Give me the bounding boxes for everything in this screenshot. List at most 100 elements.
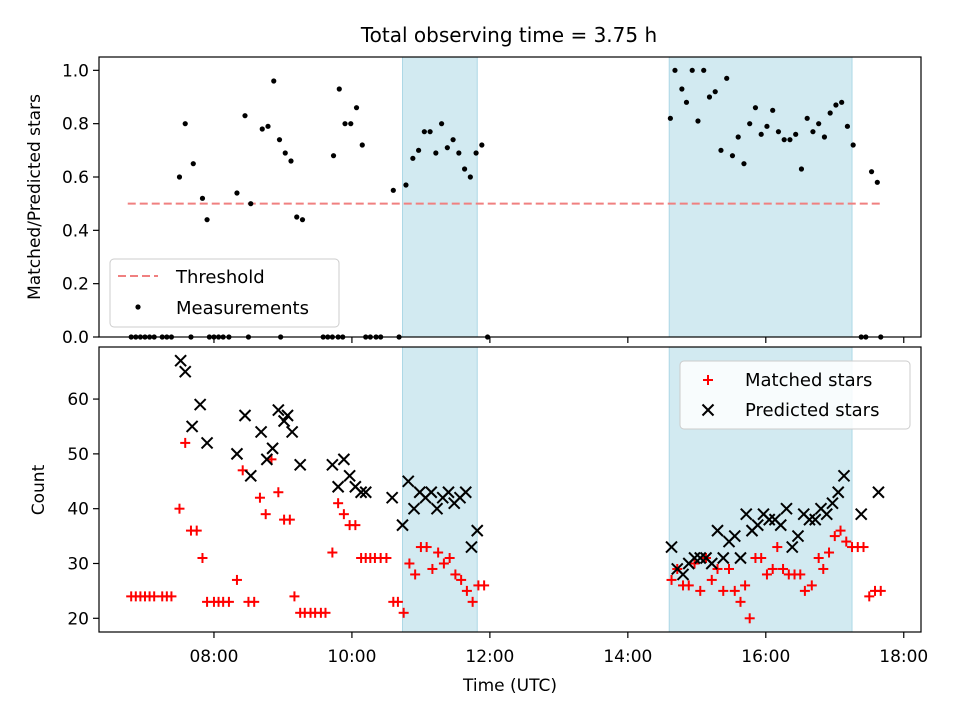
matched-star-point: [835, 525, 846, 536]
measurement-point: [770, 107, 776, 113]
matched-star-point: [813, 553, 824, 564]
predicted-star-point: [791, 529, 805, 543]
measurement-point: [248, 201, 254, 207]
measurement-point: [330, 153, 337, 159]
predicted-star-point: [277, 414, 291, 428]
top-ytick-label: 0.0: [62, 328, 89, 348]
measurement-point: [456, 150, 462, 156]
legend-measurement-swatch: [135, 304, 141, 310]
predicted-star-point: [837, 469, 851, 483]
predicted-star-point: [359, 486, 372, 499]
measurement-point: [416, 147, 422, 153]
matched-star-point: [427, 563, 438, 574]
measurement-point: [706, 94, 713, 100]
matched-star-point: [197, 553, 208, 564]
bottom-xtick-label: 12:00: [465, 647, 514, 667]
ratio-panel: 0.0 0.2 0.4 0.6 0.8 1.0 Matched/Predicted sta…: [25, 56, 922, 348]
matched-star-point: [718, 585, 729, 596]
matched-star-point: [706, 574, 717, 585]
measurement-point: [718, 147, 724, 153]
matched-points: [126, 437, 886, 624]
bottom-xtick-label: 16:00: [741, 647, 790, 667]
matched-star-point: [381, 553, 392, 564]
predicted-star-point: [430, 502, 444, 515]
measurement-point: [735, 134, 741, 140]
measurement-point: [667, 115, 673, 121]
predicted-star-point: [272, 403, 285, 417]
predicted-star-point: [254, 425, 268, 439]
measurement-point: [299, 217, 306, 223]
legend-matched-marker: [703, 375, 713, 385]
measurement-point: [467, 174, 473, 180]
predicted-star-point: [471, 524, 484, 537]
predicted-star-point: [326, 458, 339, 472]
measurement-point: [747, 121, 753, 127]
top-x-ticks: [213, 337, 905, 343]
matched-star-point: [756, 553, 767, 564]
predicted-star-point: [826, 496, 839, 510]
measurement-point: [259, 126, 265, 132]
predicted-star-point: [763, 513, 776, 526]
predicted-star-point: [459, 486, 472, 499]
measurement-point: [276, 137, 283, 143]
matched-star-point: [180, 437, 191, 448]
predicted-star-point: [238, 409, 252, 422]
matched-star-point: [320, 607, 331, 618]
measurement-point: [781, 137, 787, 143]
bottom-y-axis-label: Count: [29, 464, 49, 515]
predicted-star-point: [281, 409, 294, 422]
measurement-point: [689, 67, 695, 73]
observing-window-1: [402, 346, 478, 633]
predicted-star-point: [385, 491, 399, 504]
top-ytick-label: 0.8: [62, 115, 89, 135]
matched-star-point: [404, 558, 415, 569]
matched-star-point: [799, 585, 810, 596]
legend-matched-swatch: [703, 375, 713, 385]
observing-windows: [402, 56, 853, 338]
measurement-point: [410, 155, 416, 161]
measurement-point: [758, 131, 764, 137]
matched-star-point: [666, 574, 677, 585]
measurement-point: [342, 121, 348, 127]
predicted-star-point: [728, 529, 741, 543]
matched-star-point: [461, 585, 472, 596]
bottom-x-axis: 08:00 10:00 12:00 14:00 16:00 18:00: [189, 632, 928, 667]
matched-star-point: [735, 596, 746, 607]
measurement-point: [234, 190, 240, 196]
predicted-star-point: [293, 458, 307, 472]
measurement-point: [787, 137, 793, 143]
predicted-star-point: [855, 507, 868, 521]
measurement-point: [752, 105, 759, 111]
predicted-star-point: [230, 447, 244, 461]
measurement-point: [827, 110, 833, 116]
measurement-point: [199, 195, 206, 201]
predicted-star-point: [832, 486, 845, 499]
predicted-star-point: [260, 453, 274, 466]
measurement-point: [844, 123, 851, 129]
predicted-star-point: [694, 551, 707, 565]
predicted-star-point: [396, 518, 409, 532]
predicted-star-point: [244, 469, 257, 483]
x-axis-label: Time (UTC): [462, 676, 557, 696]
measurement-point: [294, 214, 300, 220]
predicted-star-point: [266, 442, 279, 455]
matched-star-point: [795, 569, 806, 580]
measurement-point: [833, 102, 839, 108]
predicted-star-point: [780, 502, 793, 515]
measurement-point: [683, 99, 690, 105]
predicted-star-point: [705, 557, 718, 570]
measurement-point: [336, 86, 342, 92]
bottom-ytick-label: 20: [67, 609, 89, 629]
matched-star-point: [191, 525, 202, 536]
predicted-star-point: [285, 425, 299, 439]
top-axes-frame: [98, 56, 922, 338]
measurement-point: [265, 123, 271, 129]
matched-star-point: [724, 563, 735, 574]
matched-star-point: [249, 596, 260, 607]
legend-predicted-swatch: [701, 403, 715, 417]
matched-star-point: [744, 613, 755, 624]
top-ytick-label: 1.0: [62, 61, 89, 81]
predicted-star-point: [872, 486, 885, 499]
measurement-point: [479, 142, 485, 148]
